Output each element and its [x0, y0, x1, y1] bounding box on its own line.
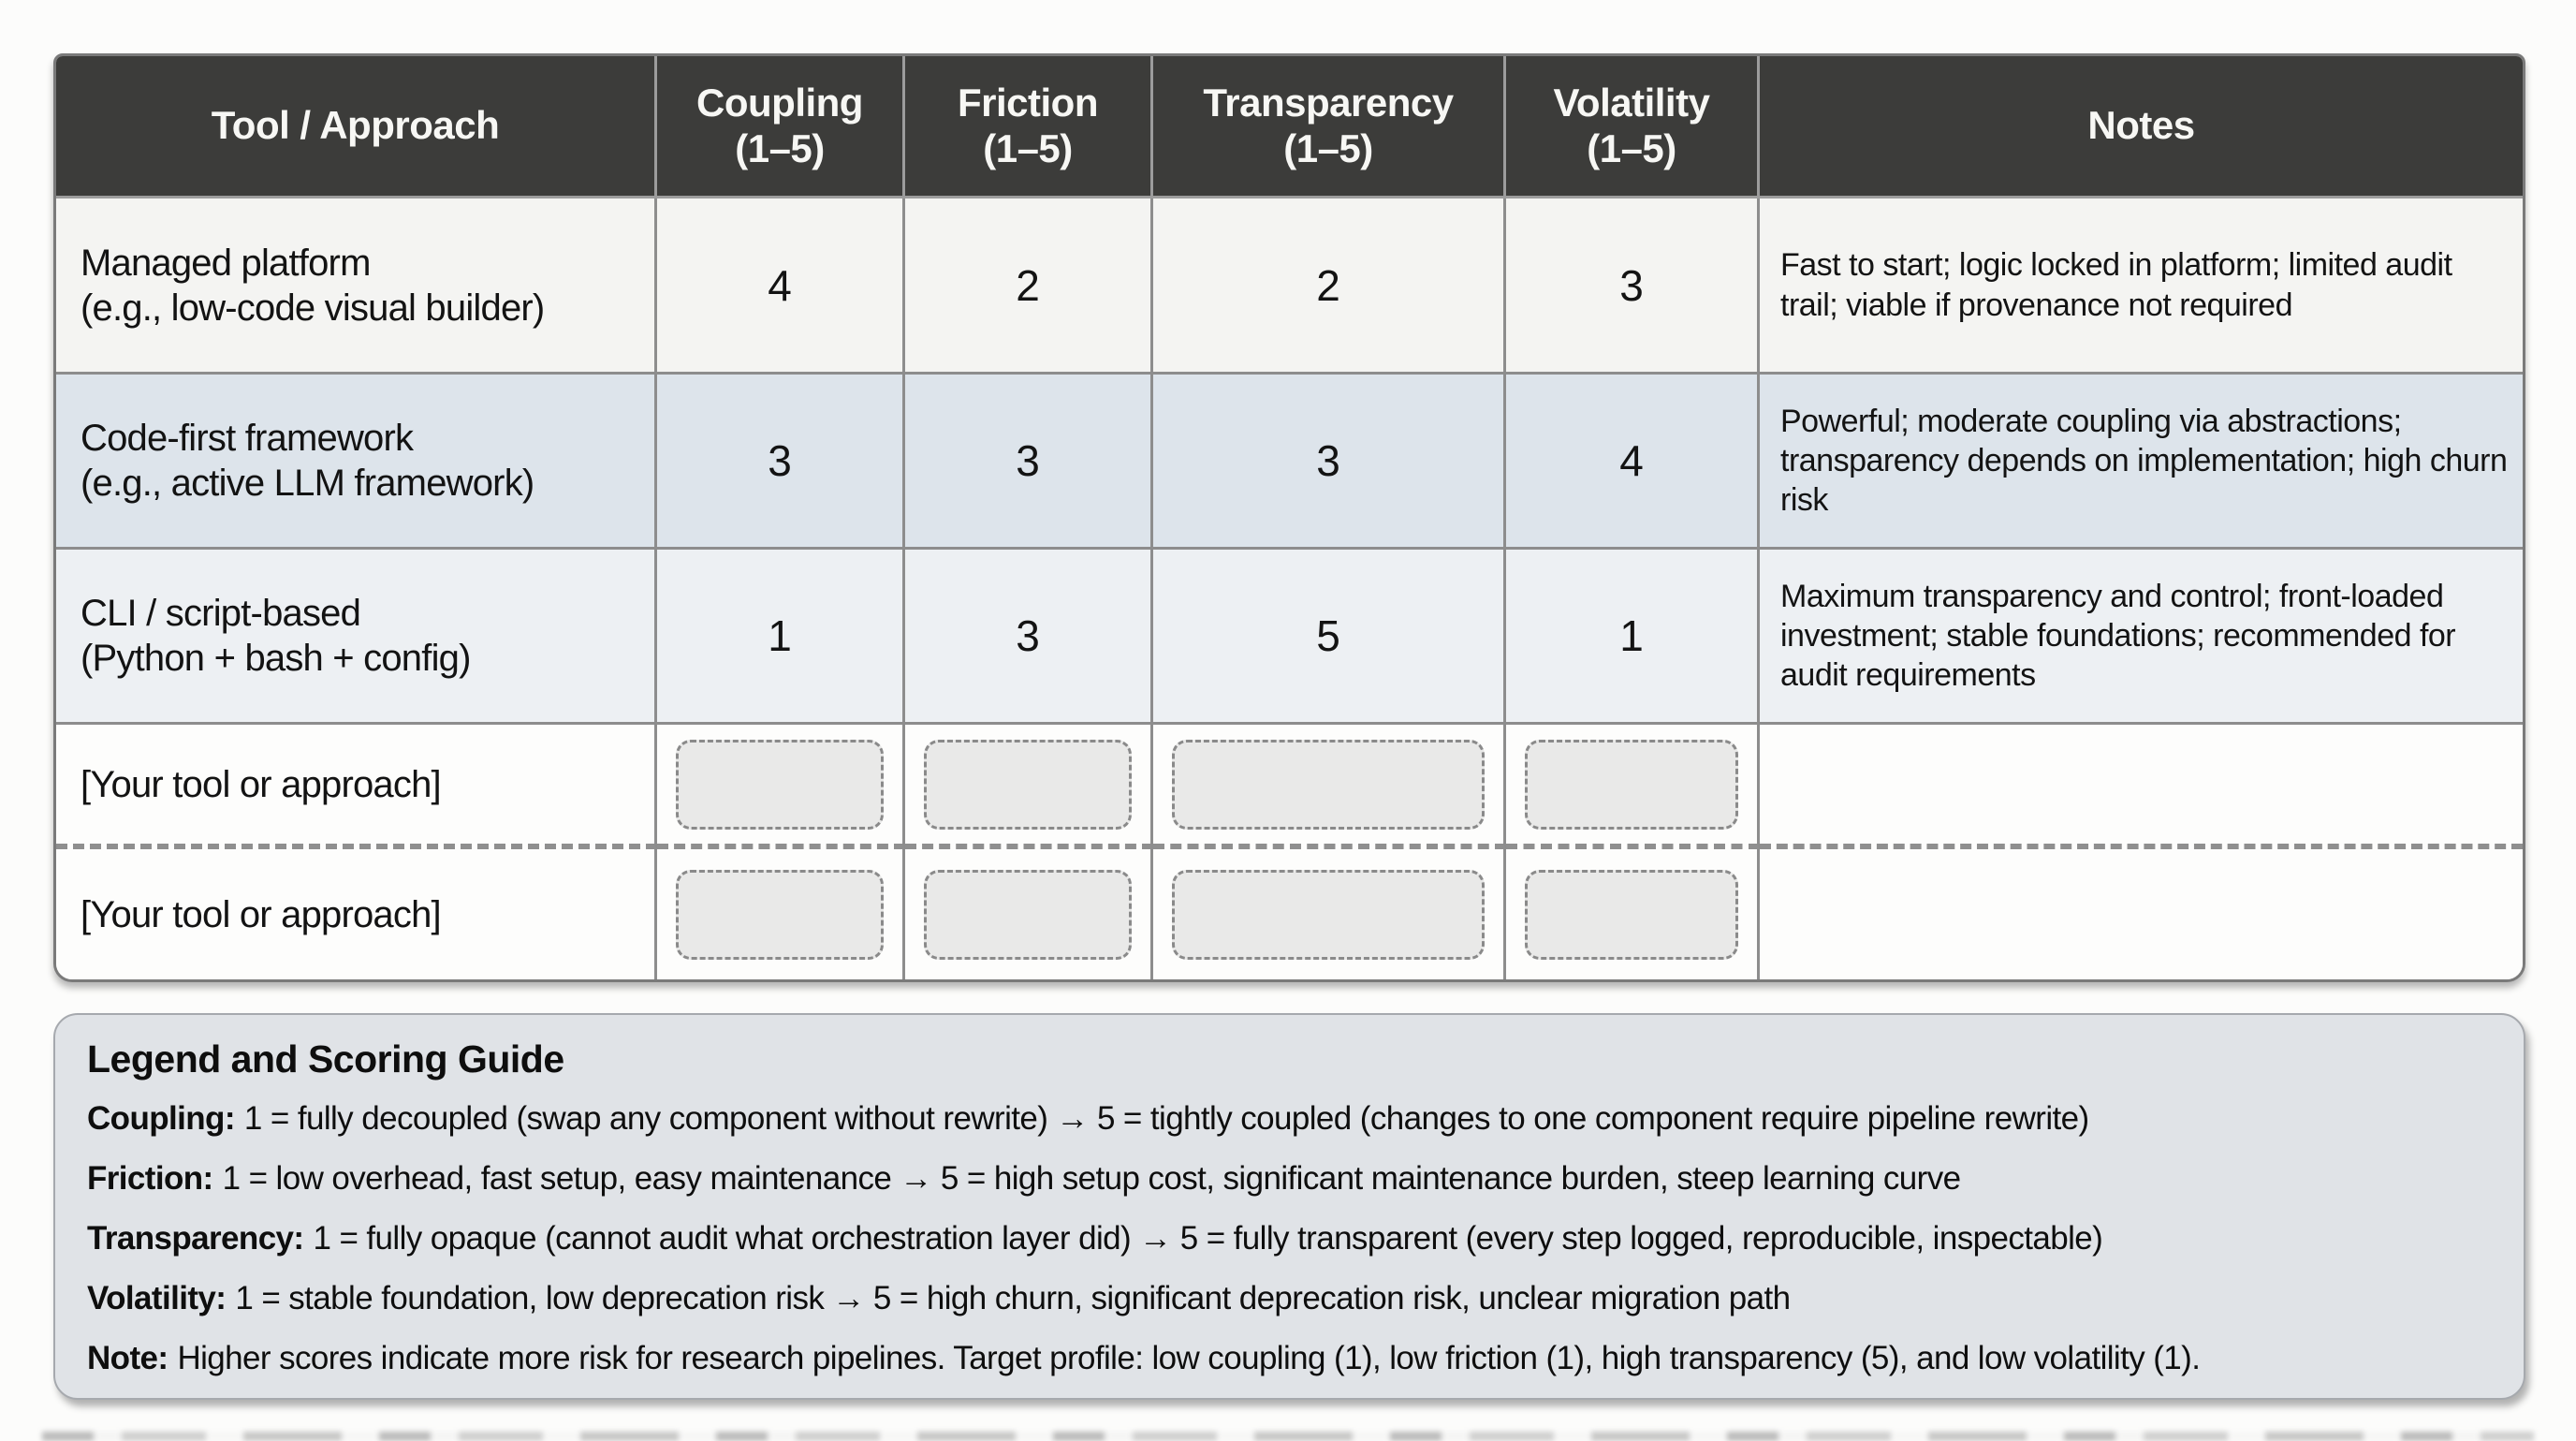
score-input-box[interactable] — [1172, 869, 1485, 960]
score-cell-coupling — [657, 849, 905, 979]
table-row-tool-name: Managed platform (e.g., low-code visual … — [56, 199, 657, 375]
table-row-tool-name: CLI / script-based (Python + bash + conf… — [56, 550, 657, 725]
legend-panel: Legend and Scoring Guide Coupling: 1 = fu… — [53, 1013, 2525, 1400]
column-header-label: Volatility — [1553, 80, 1710, 125]
legend-term: Note: — [87, 1340, 168, 1376]
notes-cell: Fast to start; logic locked in platform;… — [1760, 199, 2523, 375]
score-input-box[interactable] — [1525, 739, 1738, 830]
column-header-volatility: Volatility (1–5) — [1506, 56, 1760, 199]
column-header-notes: Notes — [1760, 56, 2523, 199]
placeholder-row-label: [Your tool or approach] — [56, 725, 657, 849]
column-header-coupling: Coupling (1–5) — [657, 56, 905, 199]
legend-term: Transparency: — [87, 1220, 304, 1257]
score-cell-coupling: 3 — [657, 375, 905, 550]
legend-title: Legend and Scoring Guide — [87, 1037, 564, 1081]
column-header-label: Transparency — [1203, 80, 1454, 125]
score-cell-friction: 3 — [905, 375, 1153, 550]
score-cell-friction — [905, 849, 1153, 979]
legend-text: 1 = low overhead, fast setup, easy maint… — [222, 1160, 1961, 1197]
notes-cell-empty — [1760, 849, 2523, 979]
score-input-box[interactable] — [1525, 869, 1738, 960]
score-cell-friction — [905, 725, 1153, 849]
score-cell-coupling: 4 — [657, 199, 905, 375]
tool-detail: (e.g., active LLM framework) — [80, 463, 534, 504]
score-cell-volatility: 3 — [1506, 199, 1760, 375]
column-header-label: Tool / Approach — [211, 103, 500, 148]
cropped-content-edge — [42, 1432, 2534, 1441]
score-cell-transparency: 5 — [1153, 550, 1506, 725]
placeholder-text: [Your tool or approach] — [80, 893, 442, 935]
notes-cell: Maximum transparency and control; front-… — [1760, 550, 2523, 725]
legend-entry-volatility: Volatility: 1 = stable foundation, low de… — [87, 1269, 2492, 1329]
placeholder-row-label: [Your tool or approach] — [56, 849, 657, 979]
column-header-range: (1–5) — [1587, 125, 1676, 170]
score-input-box[interactable] — [924, 869, 1132, 960]
notes-cell: Powerful; moderate coupling via abstract… — [1760, 375, 2523, 550]
column-header-label: Friction — [958, 80, 1099, 125]
notes-text: Maximum transparency and control; front-… — [1780, 578, 2456, 694]
score-cell-volatility: 4 — [1506, 375, 1760, 550]
tool-name: CLI / script-based — [80, 593, 361, 634]
score-cell-transparency: 3 — [1153, 375, 1506, 550]
score-input-box[interactable] — [1172, 739, 1485, 830]
tool-name: Code-first framework — [80, 418, 414, 459]
score-cell-volatility — [1506, 849, 1760, 979]
score-cell-volatility: 1 — [1506, 550, 1760, 725]
column-header-label: Notes — [2087, 103, 2195, 148]
legend-entry-coupling: Coupling: 1 = fully decoupled (swap any c… — [87, 1089, 2492, 1149]
placeholder-text: [Your tool or approach] — [80, 763, 442, 805]
legend-text: 1 = fully opaque (cannot audit what orch… — [313, 1220, 2103, 1257]
score-cell-volatility — [1506, 725, 1760, 849]
score-input-box[interactable] — [676, 739, 884, 830]
tool-comparison-table: Tool / Approach Coupling (1–5) Friction … — [53, 53, 2525, 982]
column-header-tool: Tool / Approach — [56, 56, 657, 199]
column-header-friction: Friction (1–5) — [905, 56, 1153, 199]
score-cell-transparency — [1153, 849, 1506, 979]
notes-text: Powerful; moderate coupling via abstract… — [1780, 403, 2508, 519]
score-cell-coupling — [657, 725, 905, 849]
score-cell-coupling: 1 — [657, 550, 905, 725]
legend-text: 1 = fully decoupled (swap any component … — [243, 1100, 2089, 1137]
column-header-range: (1–5) — [735, 125, 825, 170]
legend-entry-transparency: Transparency: 1 = fully opaque (cannot au… — [87, 1209, 2492, 1269]
notes-cell-empty — [1760, 725, 2523, 849]
column-header-transparency: Transparency (1–5) — [1153, 56, 1506, 199]
score-input-box[interactable] — [924, 739, 1132, 830]
legend-entry-note: Note: Higher scores indicate more risk fo… — [87, 1329, 2492, 1389]
legend-term: Friction: — [87, 1160, 213, 1197]
legend-text: 1 = stable foundation, low deprecation r… — [235, 1280, 1791, 1316]
tool-detail: (Python + bash + config) — [80, 638, 471, 679]
score-cell-transparency: 2 — [1153, 199, 1506, 375]
column-header-range: (1–5) — [983, 125, 1073, 170]
tool-detail: (e.g., low-code visual builder) — [80, 287, 545, 329]
legend-term: Volatility: — [87, 1280, 227, 1316]
column-header-label: Coupling — [696, 80, 863, 125]
column-header-range: (1–5) — [1283, 125, 1373, 170]
table-row-tool-name: Code-first framework (e.g., active LLM f… — [56, 375, 657, 550]
legend-text: Higher scores indicate more risk for res… — [177, 1340, 2201, 1376]
score-cell-friction: 2 — [905, 199, 1153, 375]
legend-term: Coupling: — [87, 1100, 235, 1137]
tool-name: Managed platform — [80, 242, 371, 284]
score-cell-transparency — [1153, 725, 1506, 849]
score-cell-friction: 3 — [905, 550, 1153, 725]
score-input-box[interactable] — [676, 869, 884, 960]
notes-text: Fast to start; logic locked in platform;… — [1780, 247, 2452, 323]
legend-entry-friction: Friction: 1 = low overhead, fast setup, e… — [87, 1149, 2492, 1209]
